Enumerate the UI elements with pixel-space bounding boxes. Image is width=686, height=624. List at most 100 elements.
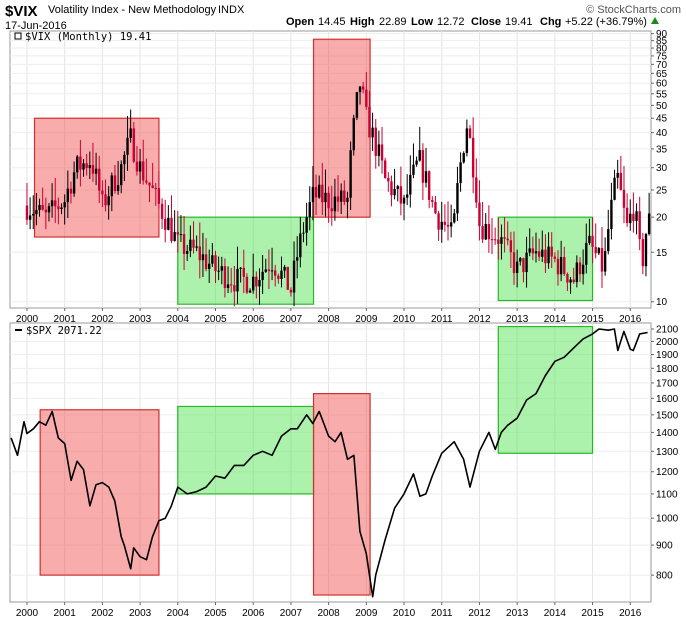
y-tick-label: 1800 <box>656 364 679 375</box>
candle-body <box>239 267 242 269</box>
y-tick-label: 30 <box>656 163 668 174</box>
candle-body <box>393 188 396 196</box>
x-tick-label: 2010 <box>393 314 416 325</box>
y-tick-label: 80 <box>656 44 668 55</box>
candle-body <box>25 205 29 220</box>
candle-body <box>503 237 506 239</box>
y-tick-label: 800 <box>656 571 673 582</box>
vix-legend: $VIX (Monthly) 19.41 <box>14 31 151 43</box>
x-tick-label: 2003 <box>129 314 152 325</box>
candle-body <box>223 266 227 288</box>
y-tick-label: 2100 <box>656 325 679 336</box>
candle-body <box>142 161 145 181</box>
candle-body <box>317 184 321 198</box>
candle-body <box>267 269 271 272</box>
candle-body <box>151 185 154 188</box>
candle-body <box>160 203 164 219</box>
candle-body <box>189 239 192 252</box>
spx-legend: $SPX 2071.22 <box>15 325 102 337</box>
candle-body <box>409 174 412 195</box>
candle-body <box>349 150 352 198</box>
candle-body <box>336 196 340 202</box>
ohlc-readout: Open 14.45 High 22.89 Low 12.72 Close 19… <box>286 16 659 28</box>
candle-body <box>578 262 582 275</box>
y-tick-label: 1700 <box>656 378 679 389</box>
x-tick-label: 2013 <box>506 314 529 325</box>
candle-body <box>387 177 390 182</box>
x-tick-label: 2010 <box>393 608 416 619</box>
y-tick-label: 65 <box>656 69 668 80</box>
candle-body <box>412 164 415 175</box>
candle-body <box>644 234 648 267</box>
candle-body <box>273 270 277 276</box>
candle-body <box>396 186 399 189</box>
chart-date: 17-Jun-2016 <box>5 20 67 32</box>
open-label: Open <box>286 16 314 28</box>
candle-body <box>248 290 252 293</box>
candle-body <box>314 186 318 198</box>
candle-body <box>478 202 481 227</box>
vix-x-axis: 2000 2001 2002 2003 2004 2005 2006 2007 2008 2009… <box>16 308 642 325</box>
x-tick-label: 2014 <box>544 314 567 325</box>
candle-body <box>343 190 346 202</box>
candle-body <box>38 204 41 211</box>
candle-body <box>292 260 296 293</box>
candle-body <box>390 181 393 196</box>
x-tick-label: 2009 <box>355 314 378 325</box>
spx-y-axis: 800 900 1000 1100 1200 1300 1400 1500 1600 1700 18… <box>651 325 679 582</box>
y-tick-label: 1200 <box>656 467 679 478</box>
candle-body <box>374 127 377 156</box>
candle-body <box>418 150 421 161</box>
candle-body <box>186 251 189 254</box>
up-arrow-icon <box>651 17 659 24</box>
candle-body <box>85 163 88 169</box>
x-tick-label: 2015 <box>581 314 604 325</box>
x-tick-label: 2001 <box>54 608 77 619</box>
x-tick-label: 2009 <box>355 608 378 619</box>
spx-x-axis: 2000 2001 2002 2003 2004 2005 2006 2007 2008 2009… <box>16 602 642 619</box>
candle-body <box>230 284 233 286</box>
candle-body <box>453 213 456 223</box>
candle-body <box>277 275 280 279</box>
candle-body <box>201 254 205 261</box>
candle-body <box>66 188 70 203</box>
candle-body <box>515 261 519 274</box>
y-tick-label: 70 <box>656 60 668 71</box>
candle-body <box>544 249 547 264</box>
candle-body <box>217 270 220 272</box>
candle-body <box>415 160 418 165</box>
candle-body <box>138 161 142 172</box>
x-tick-label: 2002 <box>91 608 114 619</box>
candle-body <box>289 289 293 293</box>
candle-body <box>154 187 157 189</box>
candle-body <box>468 128 472 138</box>
candle-body <box>619 172 623 190</box>
candle-body <box>255 276 258 287</box>
candle-body <box>258 279 261 287</box>
x-tick-label: 2005 <box>204 314 227 325</box>
candle-body <box>368 106 371 138</box>
brand-watermark: © StockCharts.com <box>586 4 681 16</box>
candle-body <box>563 256 566 274</box>
candle-body <box>481 226 484 240</box>
candle-body <box>72 172 76 194</box>
candle-body <box>132 128 136 162</box>
candle-body <box>622 189 626 208</box>
candle-body <box>261 271 264 280</box>
x-tick-label: 2006 <box>242 314 265 325</box>
x-tick-label: 2016 <box>619 314 642 325</box>
x-tick-label: 2002 <box>91 314 114 325</box>
y-tick-label: 75 <box>656 51 668 62</box>
candle-body <box>509 240 513 253</box>
highlight-box-green-1 <box>177 405 315 495</box>
candle-body <box>585 242 588 265</box>
x-tick-label: 2003 <box>129 608 152 619</box>
candle-body <box>500 237 503 244</box>
candle-body <box>591 235 594 247</box>
vix-legend-label: $VIX (Monthly) 19.41 <box>25 31 151 43</box>
candle-body <box>339 190 343 202</box>
candle-body <box>522 258 525 273</box>
candle-body <box>198 246 201 261</box>
